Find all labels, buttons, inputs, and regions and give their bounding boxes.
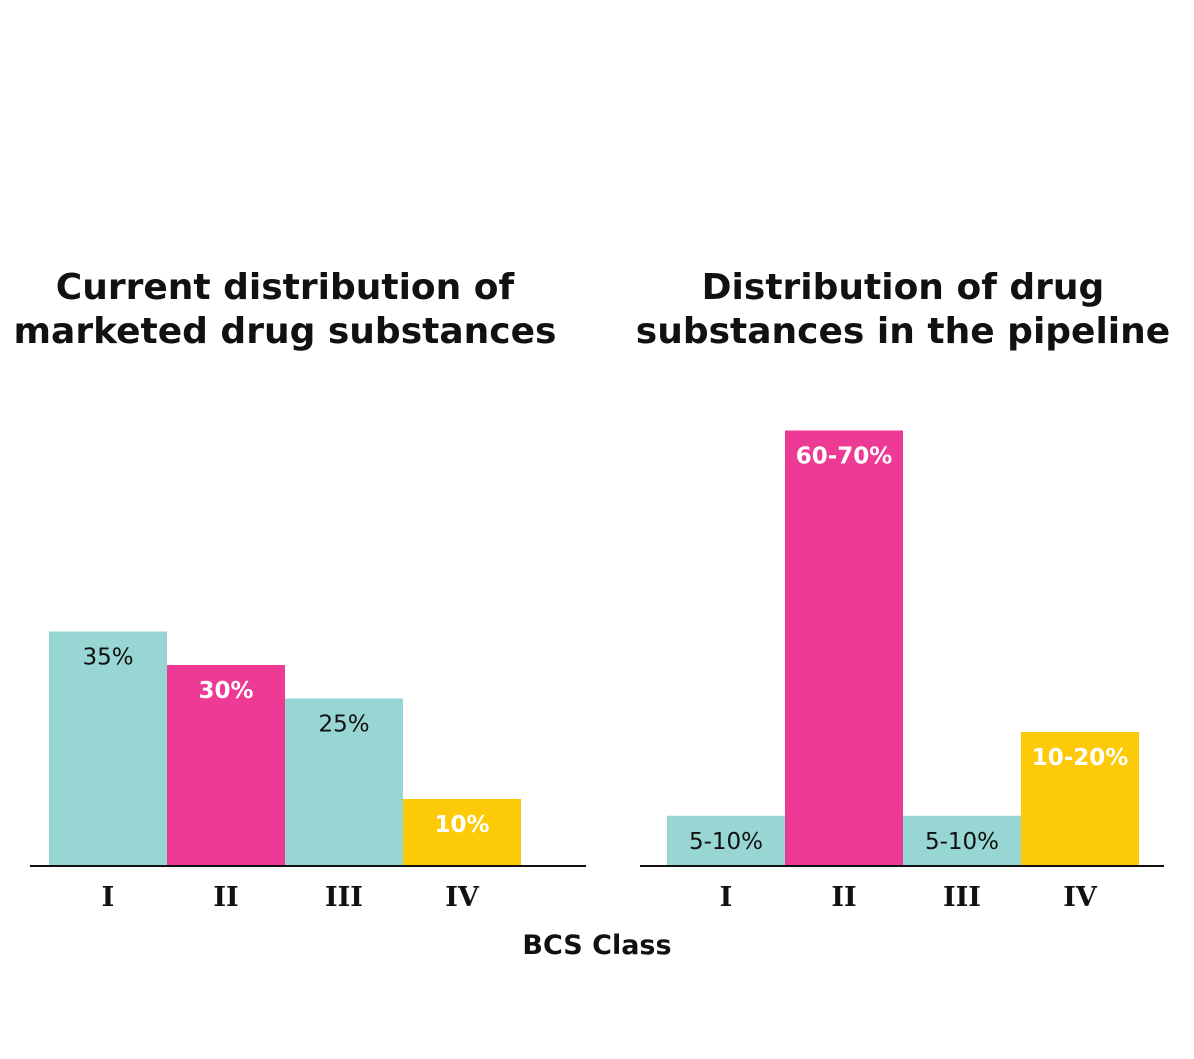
x-axis-label: BCS Class bbox=[522, 930, 672, 961]
data-label-left-iii: 25% bbox=[318, 712, 369, 738]
chart-title-left: Current distribution of marketed drug su… bbox=[0, 266, 585, 354]
bar-right-ii bbox=[785, 430, 903, 866]
bar-left-i bbox=[49, 631, 167, 866]
tick-label-right-iii: III bbox=[943, 882, 981, 913]
tick-label-left-ii: II bbox=[213, 882, 238, 913]
chart-title-left-line-2: marketed drug substances bbox=[13, 311, 557, 352]
bar-right-iv bbox=[1021, 732, 1139, 866]
data-label-left-ii: 30% bbox=[198, 678, 253, 704]
tick-label-right-iv: IV bbox=[1063, 882, 1098, 913]
data-label-right-i: 5-10% bbox=[689, 829, 763, 855]
data-label-right-ii: 60-70% bbox=[796, 444, 893, 470]
bar-right-i bbox=[667, 815, 785, 866]
chart-title-right-line-2: substances in the pipeline bbox=[635, 311, 1171, 352]
tick-label-right-ii: II bbox=[831, 882, 856, 913]
tick-label-left-iv: IV bbox=[445, 882, 480, 913]
data-label-left-iv: 10% bbox=[434, 812, 489, 838]
bar-left-iii bbox=[285, 698, 403, 866]
chart-title-right: Distribution of drug substances in the p… bbox=[603, 266, 1194, 354]
tick-label-left-iii: III bbox=[325, 882, 363, 913]
tick-label-right-i: I bbox=[720, 882, 733, 913]
bar-left-iv bbox=[403, 799, 521, 866]
data-label-right-iv: 10-20% bbox=[1032, 745, 1129, 771]
bar-left-ii bbox=[167, 665, 285, 866]
chart-title-right-line-1: Distribution of drug bbox=[701, 267, 1105, 308]
bar-right-iii bbox=[903, 815, 1021, 866]
chart-title-left-line-1: Current distribution of bbox=[55, 267, 515, 308]
data-label-right-iii: 5-10% bbox=[925, 829, 999, 855]
data-label-left-i: 35% bbox=[82, 645, 133, 671]
tick-label-left-i: I bbox=[102, 882, 115, 913]
